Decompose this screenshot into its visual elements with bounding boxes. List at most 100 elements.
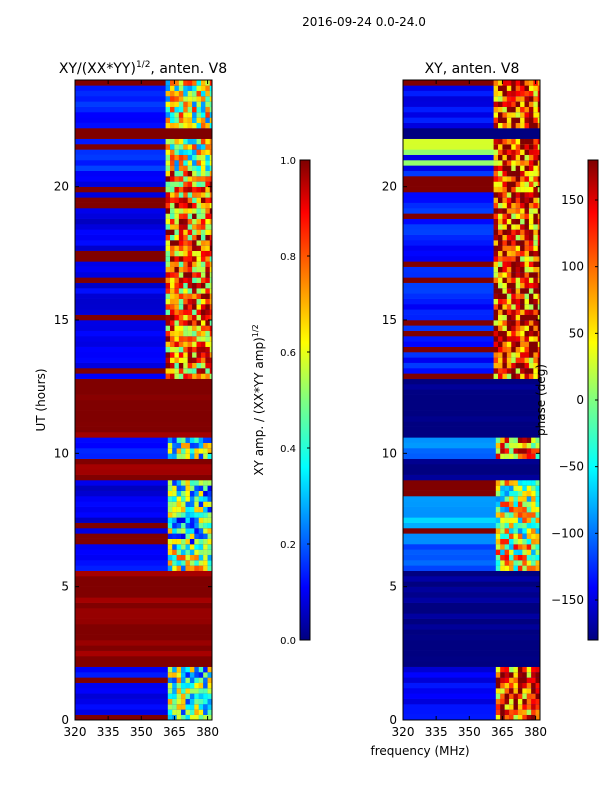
- heatmap-cell: [165, 122, 171, 129]
- heatmap-cell: [183, 192, 188, 198]
- heatmap-cell: [526, 437, 532, 443]
- heatmap-cell: [167, 485, 173, 491]
- heatmap-cell: [176, 677, 182, 683]
- heatmap-cell: [196, 357, 202, 363]
- heatmap-cell: [183, 170, 188, 177]
- heatmap-cell: [192, 373, 197, 379]
- heatmap-cell: [511, 224, 516, 230]
- heatmap-cell: [174, 357, 180, 363]
- heatmap-cell: [192, 304, 197, 310]
- heatmap-cell: [511, 154, 516, 161]
- heatmap-cell: [515, 336, 521, 342]
- heatmap-cell: [493, 245, 499, 251]
- heatmap-cell: [528, 181, 534, 187]
- heatmap-cell: [165, 272, 171, 278]
- heatmap-cell: [498, 218, 503, 225]
- heatmap-cell: [172, 496, 177, 502]
- heatmap-cell: [207, 448, 212, 454]
- heatmap-cell: [178, 80, 184, 86]
- heatmap-cell: [203, 677, 208, 683]
- heatmap-cell: [183, 149, 188, 155]
- heatmap-cell: [493, 288, 499, 294]
- heatmap-row: [75, 709, 212, 715]
- heatmap-cell: [528, 277, 534, 283]
- heatmap-row: [75, 522, 212, 529]
- heatmap-cell: [185, 512, 191, 518]
- heatmap-cell: [506, 293, 512, 299]
- heatmap-cell: [526, 714, 532, 720]
- heatmap-cell: [205, 373, 210, 379]
- heatmap-cell: [187, 314, 193, 321]
- heatmap-cell: [531, 485, 536, 491]
- heatmap-cell: [537, 234, 540, 241]
- heatmap-row: [75, 389, 212, 395]
- heatmap-cell: [174, 165, 180, 171]
- heatmap-cell: [181, 554, 186, 561]
- heatmap-cell: [537, 368, 540, 374]
- heatmap-cell: [167, 677, 173, 683]
- heatmap-cell: [207, 501, 212, 507]
- heatmap-cell: [535, 544, 540, 550]
- heatmap-cell: [176, 522, 182, 529]
- heatmap-cell: [493, 261, 499, 267]
- heatmap-cell: [181, 501, 186, 507]
- heatmap-cell: [192, 208, 197, 214]
- heatmap-cell: [172, 688, 177, 694]
- heatmap-cell: [509, 453, 514, 459]
- heatmap-cell: [515, 330, 521, 337]
- heatmap-cell: [502, 181, 508, 187]
- heatmap-cell: [537, 117, 540, 123]
- heatmap-cell: [207, 688, 212, 694]
- heatmap-cell: [187, 176, 193, 182]
- heatmap-cell: [533, 330, 538, 337]
- heatmap-row: [75, 592, 212, 598]
- heatmap-cell: [183, 202, 188, 209]
- heatmap-cell: [493, 325, 499, 331]
- heatmap-cell: [520, 234, 525, 241]
- heatmap-cell: [504, 682, 510, 689]
- heatmap-cell: [498, 117, 503, 123]
- heatmap-cell: [170, 122, 175, 129]
- heatmap-cell: [522, 538, 527, 545]
- heatmap-cell: [165, 261, 171, 267]
- colorbar-amplitude-gradient: [299, 159, 311, 641]
- heatmap-cell: [170, 149, 175, 155]
- heatmap-cell: [526, 533, 532, 539]
- heatmap-cell: [172, 485, 177, 491]
- heatmap-cell: [515, 362, 521, 369]
- heatmap-cell: [509, 485, 514, 491]
- heatmap-cell: [192, 165, 197, 171]
- heatmap-cell: [537, 282, 540, 289]
- heatmap-cell: [178, 293, 184, 299]
- heatmap-cell: [189, 666, 195, 673]
- heatmap-cell: [167, 544, 173, 550]
- heatmap-cell: [533, 352, 538, 358]
- heatmap-row: [403, 549, 540, 555]
- heatmap-cell: [498, 229, 503, 235]
- heatmap-cell: [192, 277, 197, 283]
- heatmap-row: [403, 133, 540, 139]
- heatmap-cell: [187, 357, 193, 363]
- heatmap-cell: [528, 154, 534, 161]
- heatmap-cell: [537, 298, 540, 305]
- heatmap-cell: [526, 682, 532, 689]
- heatmap-cell: [526, 448, 532, 454]
- heatmap-cell: [167, 522, 173, 529]
- heatmap-cell: [200, 160, 206, 166]
- heatmap-cell: [187, 85, 193, 91]
- heatmap-row: [75, 485, 212, 491]
- heatmap-cell: [526, 677, 532, 683]
- heatmap-cell: [181, 666, 186, 673]
- heatmap-row: [403, 346, 540, 353]
- heatmap-cell: [178, 266, 184, 273]
- heatmap-cell: [181, 688, 186, 694]
- heatmap-cell: [515, 197, 521, 203]
- heatmap-cell: [502, 352, 508, 358]
- heatmap-cell: [181, 682, 186, 689]
- heatmap-cell: [528, 101, 534, 107]
- heatmap-cell: [165, 336, 171, 342]
- heatmap-cell: [498, 138, 503, 145]
- heatmap-cell: [196, 112, 202, 118]
- heatmap-cell: [537, 149, 540, 155]
- heatmap-cell: [203, 666, 208, 673]
